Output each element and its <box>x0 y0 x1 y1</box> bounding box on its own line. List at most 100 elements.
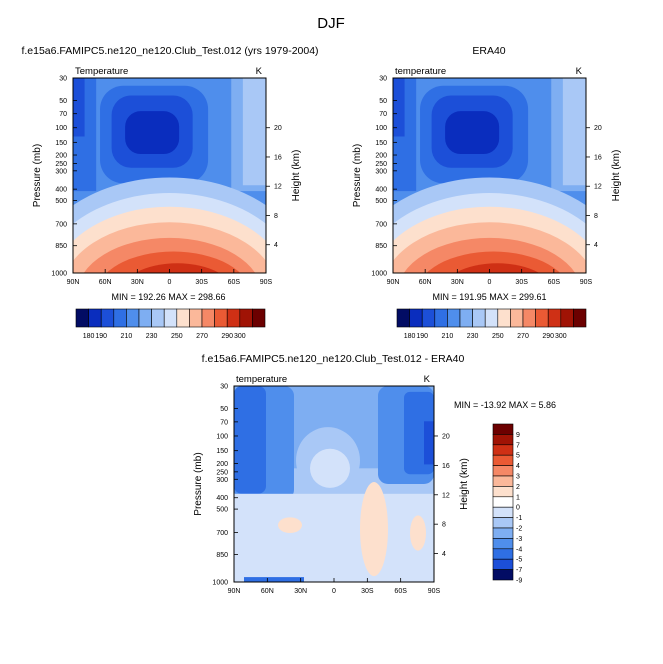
diff-tongue-neg1 <box>310 448 350 488</box>
panel-2: 90N 60N 30N 0 30S 60S 90S305070100150200250300… <box>352 45 622 340</box>
colorbar-swatch <box>189 308 203 328</box>
y2-tick-label: 12 <box>274 184 282 191</box>
diff-surface-cold <box>244 577 304 582</box>
field-band-250 <box>562 78 586 186</box>
colorbar-label: 250 <box>171 333 183 340</box>
colorbar-label: -1 <box>516 515 522 522</box>
panel-title: f.e15a6.FAMIPC5.ne120_ne120.Club_Test.01… <box>21 45 318 57</box>
y-tick-label: 250 <box>375 161 387 168</box>
colorbar-swatch <box>421 308 436 328</box>
y-tick-label: 200 <box>216 461 228 468</box>
diff-band-neg7-south <box>424 421 434 465</box>
colorbar-label: -4 <box>516 546 522 553</box>
x-tick-label: 30S <box>195 279 208 286</box>
y-tick-label: 300 <box>55 168 67 175</box>
x-tick-label: 30N <box>294 588 307 595</box>
y-tick-label: 700 <box>216 530 228 537</box>
y-tick-label: 500 <box>216 507 228 514</box>
x-tick-label: 0 <box>332 588 336 595</box>
colorbar-label: 3 <box>516 474 520 481</box>
colorbar-swatch <box>113 308 127 328</box>
diff-warm-patch-south <box>360 482 388 577</box>
field-core-200 <box>125 111 180 155</box>
y-tick-label: 850 <box>375 243 387 250</box>
diff-warm-patch-pole <box>410 515 426 551</box>
colorbar-label: 190 <box>416 333 428 340</box>
x-tick-label: 30N <box>131 279 144 286</box>
corner-left-label: Temperature <box>75 66 128 77</box>
y-tick-label: 250 <box>55 161 67 168</box>
y-tick-label: 70 <box>379 111 387 118</box>
y-tick-label: 150 <box>216 448 228 455</box>
field-dome-310 <box>135 263 220 273</box>
y-tick-label: 500 <box>375 198 387 205</box>
x-tick-label: 30N <box>451 279 464 286</box>
y-tick-label: 50 <box>220 406 228 413</box>
y-tick-label: 400 <box>375 187 387 194</box>
colorbar-label: 290 <box>221 333 233 340</box>
y-tick-label: 300 <box>375 168 387 175</box>
x-tick-label: 60N <box>99 279 112 286</box>
colorbar-label: 0 <box>516 505 520 512</box>
corner-right-label: K <box>256 66 263 77</box>
x-tick-label: 60N <box>261 588 274 595</box>
colorbar-swatch <box>75 308 89 328</box>
x-tick-label: 90N <box>67 279 80 286</box>
colorbar-swatch <box>126 308 140 328</box>
field-band-210 <box>393 78 405 137</box>
y-axis-label: Pressure (mb) <box>32 144 43 207</box>
y2-tick-label: 8 <box>442 522 446 529</box>
min-max-label: MIN = 192.26 MAX = 298.66 <box>111 292 225 302</box>
colorbar-label: -3 <box>516 536 522 543</box>
colorbar-label: 210 <box>121 333 133 340</box>
colorbar-label: -2 <box>516 526 522 533</box>
y-tick-label: 30 <box>220 384 228 391</box>
y-tick-label: 500 <box>55 198 67 205</box>
colorbar-swatch <box>447 308 461 328</box>
colorbar-swatch <box>497 308 511 328</box>
colorbar-label: 2 <box>516 484 520 491</box>
y2-tick-label: 20 <box>442 433 450 440</box>
y-tick-label: 30 <box>379 76 387 83</box>
x-tick-label: 90S <box>260 279 273 286</box>
colorbar-label: -7 <box>516 567 522 574</box>
colorbar-swatch <box>535 308 549 328</box>
contour-field <box>234 386 434 582</box>
colorbar-swatch <box>560 308 574 328</box>
colorbar-label: 270 <box>517 333 529 340</box>
y-tick-label: 150 <box>375 140 387 147</box>
colorbar-label: -5 <box>516 557 522 564</box>
colorbar-swatch <box>459 308 473 328</box>
y-tick-label: 200 <box>55 153 67 160</box>
y-axis-label: Pressure (mb) <box>193 452 204 515</box>
colorbar-label: 230 <box>146 333 158 340</box>
contour-field <box>73 78 266 273</box>
min-max-label: MIN = 191.95 MAX = 299.61 <box>432 292 546 302</box>
colorbar-swatch <box>492 454 514 466</box>
colorbar-swatch <box>163 308 178 328</box>
y-tick-label: 50 <box>379 98 387 105</box>
colorbar-swatch <box>522 308 536 328</box>
colorbar-label: 1 <box>516 494 520 501</box>
colorbar-swatch <box>492 475 514 487</box>
figure-title: DJF <box>317 15 345 32</box>
colorbar-label: 7 <box>516 442 520 449</box>
y2-tick-label: 16 <box>274 154 282 161</box>
x-tick-label: 60S <box>548 279 561 286</box>
y2-tick-label: 12 <box>442 492 450 499</box>
y-tick-label: 400 <box>216 495 228 502</box>
x-tick-label: 0 <box>168 279 172 286</box>
x-tick-label: 90N <box>228 588 241 595</box>
x-tick-label: 90S <box>580 279 593 286</box>
corner-left-label: temperature <box>395 66 446 77</box>
y-tick-label: 850 <box>55 243 67 250</box>
colorbar-label: 190 <box>95 333 107 340</box>
x-tick-label: 60S <box>394 588 407 595</box>
y-tick-label: 700 <box>55 221 67 228</box>
colorbar-label: 270 <box>196 333 208 340</box>
colorbar-swatch <box>547 308 562 328</box>
colorbar-swatch <box>492 569 514 581</box>
y-tick-label: 50 <box>59 98 67 105</box>
panel-1: 90N 60N 30N 0 30S 60S 90S305070100150200250300… <box>21 45 318 340</box>
